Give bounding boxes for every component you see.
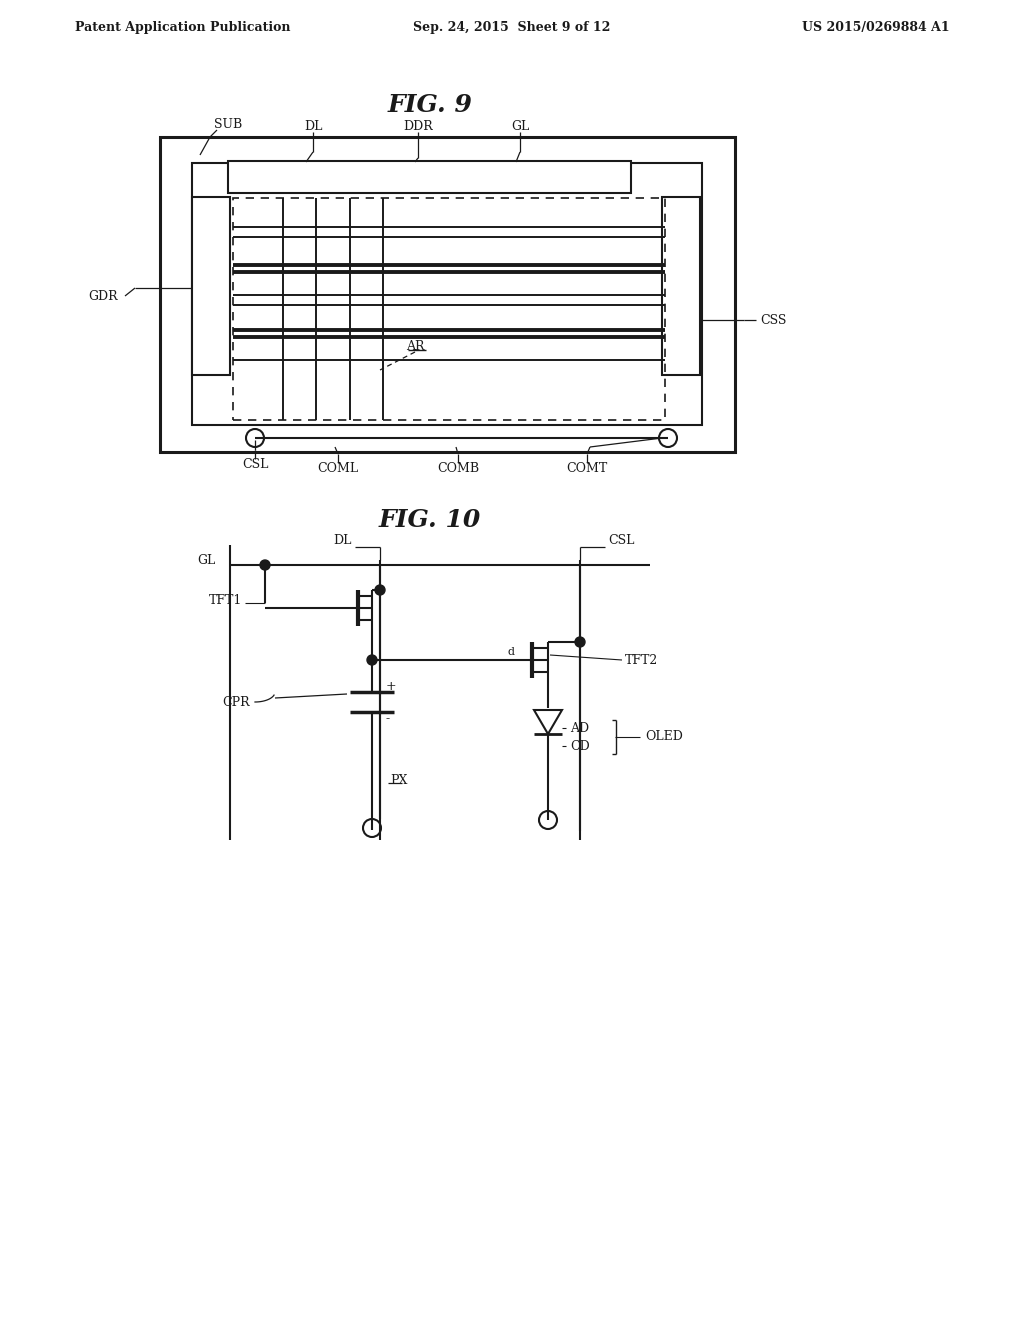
Text: CSL: CSL: [608, 533, 635, 546]
Text: +: +: [386, 680, 396, 693]
Text: CSL: CSL: [242, 458, 268, 471]
Circle shape: [539, 810, 557, 829]
Bar: [193, 162, 702, 425]
Circle shape: [659, 429, 677, 447]
Circle shape: [260, 560, 270, 570]
Text: AR: AR: [406, 339, 424, 352]
Text: COMB: COMB: [437, 462, 479, 475]
Text: DL: DL: [304, 120, 323, 133]
Text: TFT2: TFT2: [625, 653, 658, 667]
Text: CSS: CSS: [760, 314, 786, 326]
Text: PX: PX: [390, 774, 408, 787]
Circle shape: [575, 638, 585, 647]
Text: TFT1: TFT1: [209, 594, 242, 606]
Text: DDR: DDR: [403, 120, 433, 133]
Text: CPR: CPR: [222, 696, 250, 709]
Text: d: d: [508, 647, 515, 657]
Text: DL: DL: [334, 533, 352, 546]
Circle shape: [367, 655, 377, 665]
Circle shape: [362, 818, 381, 837]
Text: FIG. 10: FIG. 10: [379, 508, 481, 532]
Text: OLED: OLED: [645, 730, 683, 743]
Circle shape: [375, 585, 385, 595]
Text: GDR: GDR: [88, 289, 118, 302]
Text: GL: GL: [511, 120, 529, 133]
Bar: [662, 197, 700, 375]
Text: -: -: [386, 713, 390, 726]
Text: GL: GL: [197, 553, 215, 566]
Text: CD: CD: [570, 739, 590, 752]
Bar: [228, 161, 631, 193]
Text: SUB: SUB: [214, 119, 242, 132]
Bar: [233, 198, 665, 420]
Text: FIG. 9: FIG. 9: [387, 92, 472, 117]
Text: Patent Application Publication: Patent Application Publication: [75, 21, 291, 34]
Text: US 2015/0269884 A1: US 2015/0269884 A1: [803, 21, 950, 34]
Text: AD: AD: [570, 722, 589, 734]
Text: COMT: COMT: [566, 462, 607, 475]
Circle shape: [246, 429, 264, 447]
Text: Sep. 24, 2015  Sheet 9 of 12: Sep. 24, 2015 Sheet 9 of 12: [414, 21, 610, 34]
Bar: [193, 197, 230, 375]
Text: COML: COML: [317, 462, 358, 475]
Bar: [160, 137, 735, 451]
